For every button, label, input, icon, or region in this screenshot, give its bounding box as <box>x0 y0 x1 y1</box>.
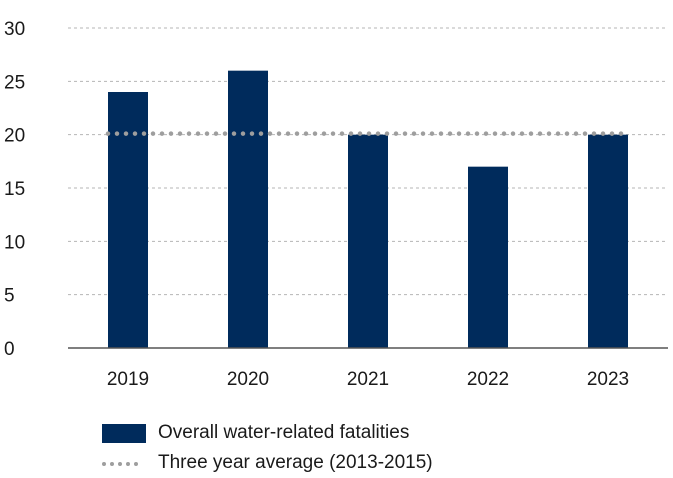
bar <box>468 166 508 348</box>
legend-label-bars: Overall water-related fatalities <box>158 422 410 443</box>
y-tick-label: 20 <box>4 126 25 147</box>
bar <box>348 134 388 348</box>
x-tick-label: 2022 <box>467 369 509 390</box>
y-tick-label: 5 <box>4 286 15 307</box>
y-tick-label: 15 <box>4 179 25 200</box>
legend-item-bars: Overall water-related fatalities <box>102 418 433 448</box>
legend-swatch-bars <box>102 423 146 443</box>
bars <box>108 70 628 349</box>
x-tick-label: 2019 <box>107 369 149 390</box>
y-axis-ticks: 0 5 10 15 20 25 30 <box>4 19 25 360</box>
y-tick-label: 25 <box>4 72 25 93</box>
y-tick-label: 30 <box>4 19 25 40</box>
bar <box>588 134 628 348</box>
x-tick-label: 2020 <box>227 369 269 390</box>
x-tick-label: 2023 <box>587 369 629 390</box>
y-tick-label: 10 <box>4 232 25 253</box>
y-tick-label: 0 <box>4 339 15 360</box>
legend-item-average: Three year average (2013-2015) <box>102 448 433 478</box>
legend: Overall water-related fatalities Three y… <box>102 418 433 478</box>
bar <box>108 92 148 348</box>
bar <box>228 70 268 349</box>
legend-label-average: Three year average (2013-2015) <box>158 452 433 473</box>
x-tick-label: 2021 <box>347 369 389 390</box>
x-axis-ticks: 2019 2020 2021 2022 2023 <box>107 369 629 390</box>
legend-swatch-average <box>102 454 146 473</box>
